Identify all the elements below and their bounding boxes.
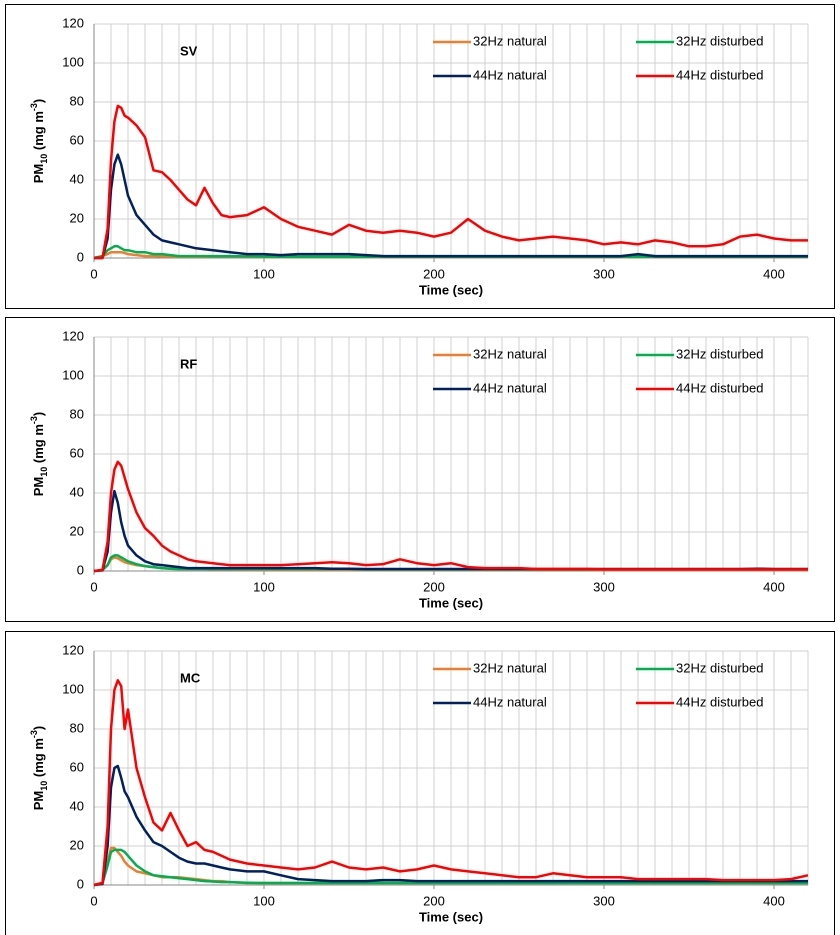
y-axis-title-part: PM	[31, 791, 46, 811]
y-tick-label: 20	[70, 837, 84, 852]
y-tick-label: 80	[70, 720, 84, 735]
y-tick-label: 100	[62, 54, 84, 69]
y-axis-title-part: PM	[31, 164, 46, 184]
y-axis-title-part: 10	[39, 154, 49, 164]
y-tick-label: 40	[70, 798, 84, 813]
y-tick-label: 100	[62, 681, 84, 696]
panel-label: SV	[180, 43, 198, 58]
legend-label: 44Hz disturbed	[676, 694, 763, 709]
y-axis-title-part: 10	[39, 467, 49, 477]
panel-border	[5, 4, 835, 309]
y-axis-title: PM10 (mg m-3)	[29, 412, 49, 497]
y-axis-title: PM10 (mg m-3)	[29, 726, 49, 811]
panel-border	[5, 317, 835, 622]
x-tick-label: 200	[423, 893, 445, 908]
y-axis-title: PM10 (mg m-3)	[29, 99, 49, 184]
legend-label: 32Hz disturbed	[676, 346, 763, 361]
x-tick-label: 400	[763, 579, 785, 594]
x-tick-label: 300	[593, 893, 615, 908]
series-line	[93, 679, 809, 887]
x-axis-title: Time (sec)	[419, 909, 483, 924]
y-axis-title-part: 10	[39, 781, 49, 791]
y-axis-title-part: -3	[29, 730, 39, 738]
x-tick-label: 100	[253, 579, 275, 594]
y-tick-label: 120	[62, 642, 84, 657]
legend-label: 32Hz natural	[473, 660, 547, 675]
y-axis-title-part: (mg m	[31, 424, 46, 467]
y-tick-label: 0	[77, 876, 84, 891]
y-tick-label: 0	[77, 249, 84, 264]
chart-panel: 0 20 40 60 80 100 120 0 100 200 300 400 Time (sec) PM…	[5, 4, 835, 309]
y-tick-label: 80	[70, 93, 84, 108]
legend-label: 32Hz natural	[473, 346, 547, 361]
legend-label: 44Hz disturbed	[676, 67, 763, 82]
chart-panel: 0 20 40 60 80 100 120 0 100 200 300 400 Time (sec) PM…	[5, 317, 835, 622]
legend-label: 44Hz natural	[473, 380, 547, 395]
legend-label: 32Hz natural	[473, 33, 547, 48]
x-tick-label: 0	[90, 893, 97, 908]
x-tick-label: 300	[593, 266, 615, 281]
y-tick-label: 20	[70, 210, 84, 225]
y-tick-label: 80	[70, 406, 84, 421]
series-line	[93, 764, 808, 887]
y-tick-label: 60	[70, 759, 84, 774]
panel-label: MC	[180, 670, 201, 685]
legend-label: 44Hz natural	[473, 694, 547, 709]
y-tick-label: 20	[70, 523, 84, 538]
y-tick-label: 40	[70, 171, 84, 186]
y-tick-label: 40	[70, 484, 84, 499]
y-axis-title-part: PM	[31, 477, 46, 497]
x-tick-label: 200	[423, 579, 445, 594]
x-tick-label: 100	[253, 893, 275, 908]
legend-label: 44Hz disturbed	[676, 380, 763, 395]
panel-label: RF	[180, 356, 197, 371]
legend-label: 44Hz natural	[473, 67, 547, 82]
x-tick-label: 0	[90, 266, 97, 281]
y-tick-label: 60	[70, 132, 84, 147]
x-tick-label: 400	[763, 266, 785, 281]
panel-border	[5, 631, 835, 935]
x-tick-label: 400	[763, 893, 785, 908]
series-line	[93, 460, 808, 573]
y-axis-title-part: )	[31, 726, 46, 730]
y-axis-title-part: (mg m	[31, 738, 46, 781]
series-line	[94, 104, 808, 260]
y-tick-label: 60	[70, 445, 84, 460]
y-tick-label: 100	[62, 367, 84, 382]
x-tick-label: 300	[593, 579, 615, 594]
legend-label: 32Hz disturbed	[676, 660, 763, 675]
chart-panel: 0 20 40 60 80 100 120 0 100 200 300 400 Time (sec) PM…	[5, 631, 835, 935]
y-tick-label: 120	[62, 15, 84, 30]
y-axis-title-part: -3	[29, 103, 39, 111]
y-axis-title-part: )	[31, 99, 46, 103]
y-axis-title-part: (mg m	[31, 111, 46, 154]
x-axis-title: Time (sec)	[419, 595, 483, 610]
y-axis-title-part: )	[31, 412, 46, 416]
y-tick-label: 0	[77, 562, 84, 577]
x-axis-title: Time (sec)	[419, 282, 483, 297]
x-tick-label: 0	[90, 579, 97, 594]
legend-label: 32Hz disturbed	[676, 33, 763, 48]
y-axis-title-part: -3	[29, 416, 39, 424]
x-tick-label: 100	[253, 266, 275, 281]
y-tick-label: 120	[62, 328, 84, 343]
x-tick-label: 200	[423, 266, 445, 281]
series-line	[94, 153, 808, 260]
series-line	[93, 848, 808, 887]
